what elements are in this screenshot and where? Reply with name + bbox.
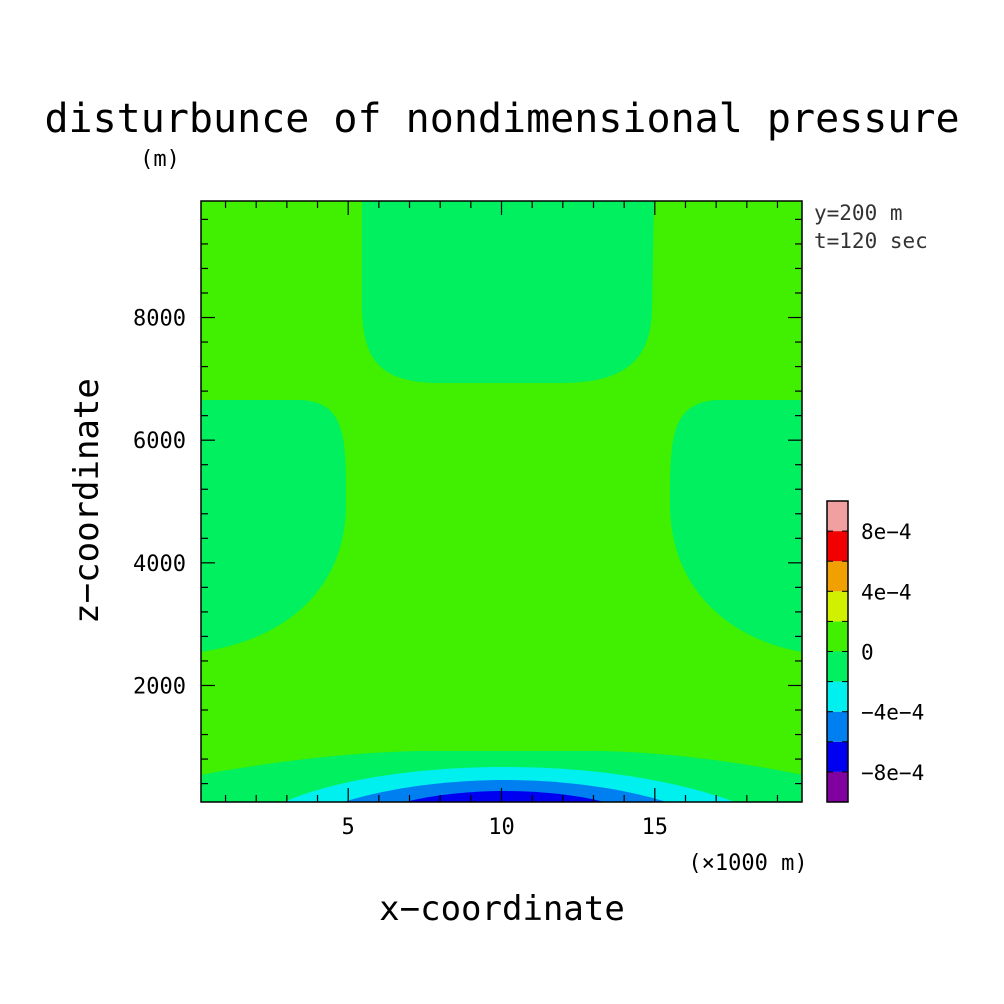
y-axis-title: z−coordinate bbox=[67, 378, 107, 624]
y-tick-label: 6000 bbox=[133, 429, 186, 454]
annotation-t: t=120 sec bbox=[814, 229, 928, 253]
x-tick-label: 5 bbox=[342, 815, 355, 840]
colorbar-label: 8e−4 bbox=[861, 520, 912, 544]
field-region-right-middle-lobe bbox=[670, 400, 802, 652]
chart-title: disturbunce of nondimensional pressure bbox=[44, 96, 959, 142]
colorbar: −8e−4 −4e−4 0 4e−4 8e−4 bbox=[826, 500, 924, 803]
colorbar-swatch bbox=[827, 621, 848, 652]
x-unit-label: (×1000 m) bbox=[688, 851, 807, 876]
colorbar-swatch bbox=[827, 501, 848, 532]
colorbar-label: 0 bbox=[861, 641, 874, 665]
field-region-upper-center-lobe bbox=[362, 201, 654, 383]
y-tick-label: 4000 bbox=[133, 552, 186, 577]
colorbar-swatch bbox=[827, 681, 848, 712]
colorbar-swatch bbox=[827, 561, 848, 592]
y-tick-label: 8000 bbox=[133, 307, 186, 332]
colorbar-label: −8e−4 bbox=[861, 761, 924, 785]
contour-field bbox=[201, 201, 802, 802]
colorbar-label: −4e−4 bbox=[861, 701, 924, 725]
y-tick-labels: 2000 4000 6000 8000 bbox=[133, 307, 186, 700]
colorbar-swatch bbox=[827, 591, 848, 622]
colorbar-label: 4e−4 bbox=[861, 580, 912, 604]
x-tick-labels: 5 10 15 bbox=[342, 815, 669, 840]
axis-ticks bbox=[201, 201, 802, 802]
colorbar-swatch bbox=[827, 741, 848, 772]
x-tick-label: 10 bbox=[488, 815, 515, 840]
field-region-bottom-lobe-4 bbox=[405, 791, 605, 802]
colorbar-swatch bbox=[827, 711, 848, 742]
y-tick-label: 2000 bbox=[133, 674, 186, 699]
field-region-left-middle-lobe bbox=[201, 400, 346, 652]
colorbar-swatch bbox=[827, 651, 848, 682]
colorbar-swatch bbox=[827, 771, 848, 802]
x-tick-label: 15 bbox=[642, 815, 669, 840]
annotation-y: y=200 m bbox=[814, 201, 903, 225]
x-axis-title: x−coordinate bbox=[379, 889, 625, 929]
colorbar-swatch bbox=[827, 531, 848, 562]
y-unit-label: (m) bbox=[140, 147, 180, 172]
